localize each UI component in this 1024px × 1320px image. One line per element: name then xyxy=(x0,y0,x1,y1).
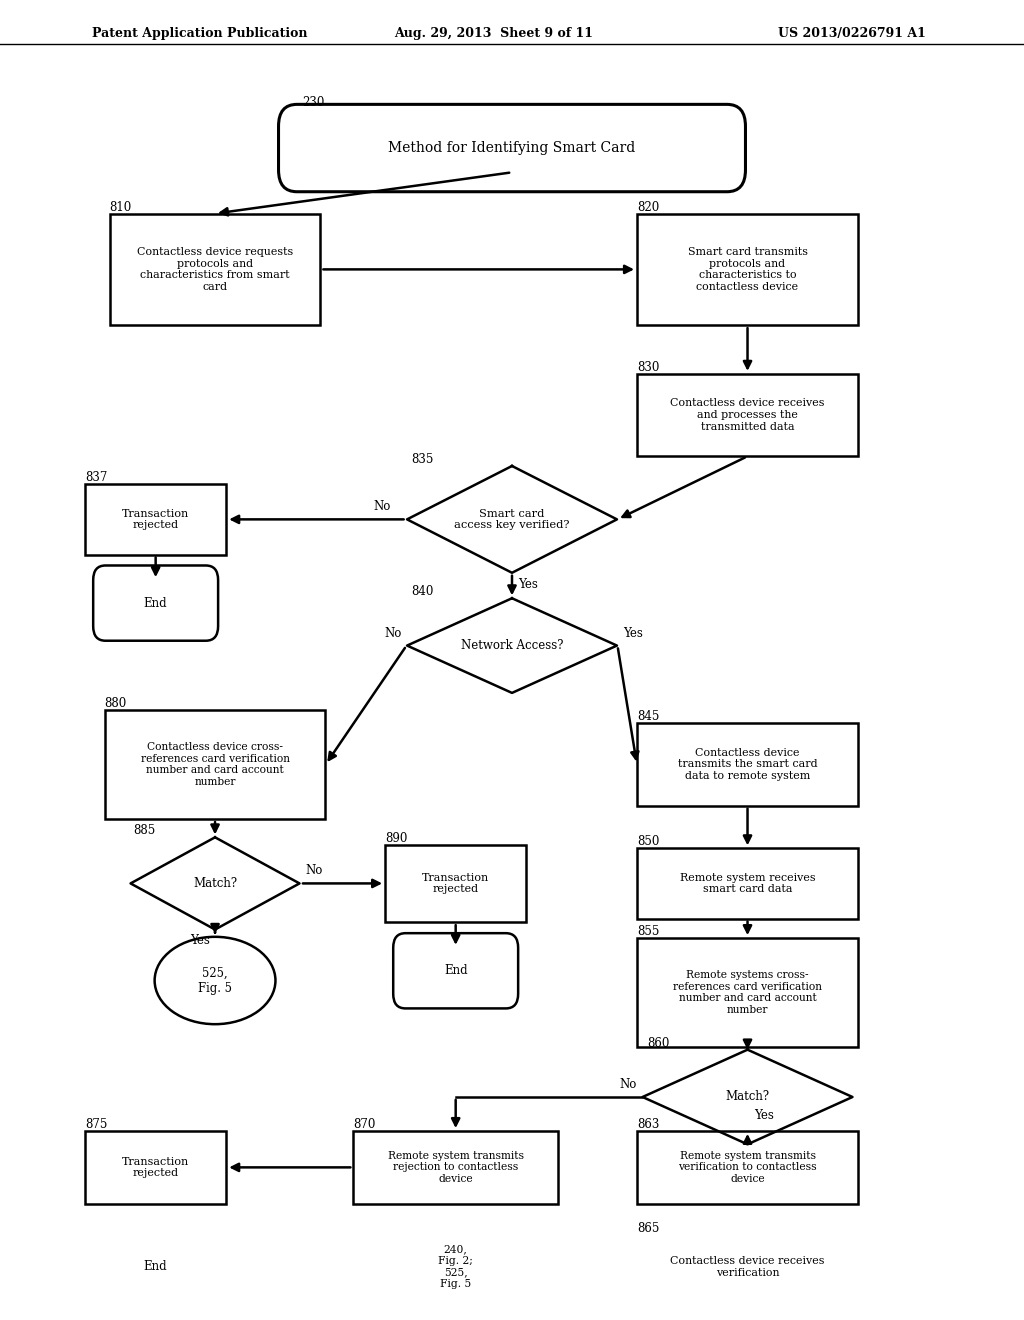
Polygon shape xyxy=(131,837,299,929)
Polygon shape xyxy=(643,1049,852,1144)
FancyBboxPatch shape xyxy=(637,723,857,805)
FancyBboxPatch shape xyxy=(637,939,857,1047)
Text: 830: 830 xyxy=(637,360,659,374)
FancyBboxPatch shape xyxy=(85,484,226,554)
Text: Smart card transmits
protocols and
characteristics to
contactless device: Smart card transmits protocols and chara… xyxy=(687,247,808,292)
Text: Method for Identifying Smart Card: Method for Identifying Smart Card xyxy=(388,141,636,154)
Text: Contactless device
transmits the smart card
data to remote system: Contactless device transmits the smart c… xyxy=(678,748,817,781)
Ellipse shape xyxy=(394,1221,517,1313)
Text: Transaction
rejected: Transaction rejected xyxy=(122,1156,189,1179)
Polygon shape xyxy=(408,598,616,693)
Text: 837: 837 xyxy=(85,471,108,484)
Polygon shape xyxy=(408,466,616,573)
Text: Contactless device receives
and processes the
transmitted data: Contactless device receives and processe… xyxy=(671,399,824,432)
Text: No: No xyxy=(305,865,323,878)
Text: 850: 850 xyxy=(637,836,659,849)
Text: End: End xyxy=(143,1261,168,1274)
FancyBboxPatch shape xyxy=(104,710,326,820)
Text: Remote system transmits
verification to contactless
device: Remote system transmits verification to … xyxy=(678,1151,817,1184)
Text: 820: 820 xyxy=(637,201,659,214)
Text: Contactless device requests
protocols and
characteristics from smart
card: Contactless device requests protocols an… xyxy=(137,247,293,292)
Text: No: No xyxy=(374,500,391,513)
Text: Smart card
access key verified?: Smart card access key verified? xyxy=(455,508,569,531)
Text: 835: 835 xyxy=(412,453,434,466)
Text: Yes: Yes xyxy=(518,578,538,590)
FancyBboxPatch shape xyxy=(637,1131,857,1204)
Text: Patent Application Publication: Patent Application Publication xyxy=(92,26,307,40)
Text: 860: 860 xyxy=(647,1036,670,1049)
FancyBboxPatch shape xyxy=(637,849,857,919)
FancyBboxPatch shape xyxy=(393,933,518,1008)
Text: Contactless device receives
verification: Contactless device receives verification xyxy=(671,1257,824,1278)
FancyBboxPatch shape xyxy=(637,374,857,457)
Text: Transaction
rejected: Transaction rejected xyxy=(122,508,189,531)
Text: 880: 880 xyxy=(104,697,127,710)
Text: Contactless device cross-
references card verification
number and card account
n: Contactless device cross- references car… xyxy=(140,742,290,787)
Text: 525,
Fig. 5: 525, Fig. 5 xyxy=(198,966,232,994)
FancyBboxPatch shape xyxy=(353,1131,558,1204)
Text: Remote systems cross-
references card verification
number and card account
numbe: Remote systems cross- references card ve… xyxy=(673,970,822,1015)
Text: 230: 230 xyxy=(302,96,325,110)
Text: 863: 863 xyxy=(637,1118,659,1131)
Text: 865: 865 xyxy=(637,1222,659,1236)
FancyBboxPatch shape xyxy=(637,214,857,325)
Text: 890: 890 xyxy=(385,832,408,845)
Text: 870: 870 xyxy=(353,1118,376,1131)
Text: Network Access?: Network Access? xyxy=(461,639,563,652)
Text: Transaction
rejected: Transaction rejected xyxy=(422,873,489,894)
Text: 855: 855 xyxy=(637,925,659,939)
Text: End: End xyxy=(143,597,168,610)
FancyBboxPatch shape xyxy=(93,1229,218,1304)
Text: No: No xyxy=(620,1078,637,1090)
Text: 840: 840 xyxy=(412,585,434,598)
FancyBboxPatch shape xyxy=(93,565,218,640)
Ellipse shape xyxy=(155,937,275,1024)
FancyBboxPatch shape xyxy=(637,1236,857,1299)
Text: No: No xyxy=(384,627,401,639)
Text: Yes: Yes xyxy=(623,627,642,639)
Text: US 2013/0226791 A1: US 2013/0226791 A1 xyxy=(778,26,926,40)
FancyBboxPatch shape xyxy=(279,104,745,191)
FancyBboxPatch shape xyxy=(85,1131,226,1204)
FancyBboxPatch shape xyxy=(111,214,319,325)
Text: Remote system transmits
rejection to contactless
device: Remote system transmits rejection to con… xyxy=(388,1151,523,1184)
Text: 810: 810 xyxy=(110,201,132,214)
Text: 240,
Fig. 2;
525,
Fig. 5: 240, Fig. 2; 525, Fig. 5 xyxy=(438,1245,473,1290)
FancyBboxPatch shape xyxy=(385,845,526,923)
Text: 845: 845 xyxy=(637,710,659,723)
Text: Aug. 29, 2013  Sheet 9 of 11: Aug. 29, 2013 Sheet 9 of 11 xyxy=(394,26,593,40)
Text: 875: 875 xyxy=(85,1118,108,1131)
Text: End: End xyxy=(443,965,468,977)
Text: Yes: Yes xyxy=(190,935,210,948)
Text: Match?: Match? xyxy=(725,1090,770,1104)
Text: Remote system receives
smart card data: Remote system receives smart card data xyxy=(680,873,815,894)
Text: 885: 885 xyxy=(133,824,156,837)
Text: Match?: Match? xyxy=(193,876,238,890)
Text: Yes: Yes xyxy=(754,1109,773,1122)
